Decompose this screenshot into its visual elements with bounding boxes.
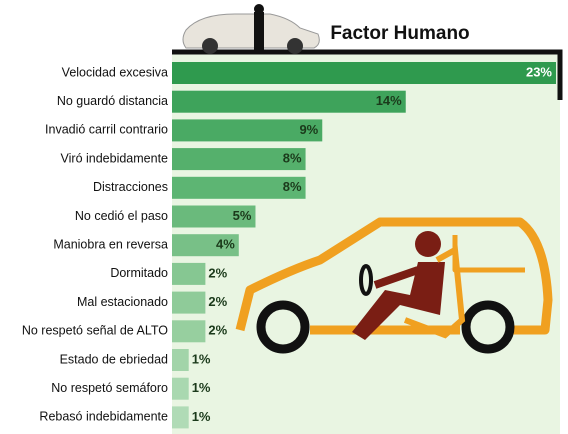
- bar: [172, 349, 189, 371]
- value-label: 1%: [192, 409, 211, 424]
- category-label: Distracciones: [93, 180, 168, 194]
- value-label: 2%: [208, 323, 227, 338]
- category-label: Dormitado: [110, 266, 168, 280]
- category-label: Mal estacionado: [77, 295, 168, 309]
- bar: [172, 62, 556, 84]
- category-label: Estado de ebriedad: [60, 352, 168, 366]
- value-label: 14%: [376, 93, 402, 108]
- value-label: 8%: [283, 151, 302, 166]
- value-label: 2%: [208, 294, 227, 309]
- category-label: No respetó semáforo: [51, 381, 168, 395]
- value-label: 5%: [233, 208, 252, 223]
- bar: [172, 91, 406, 113]
- car-illustration: [183, 4, 319, 54]
- bar: [172, 263, 205, 285]
- value-label: 9%: [299, 122, 318, 137]
- value-label: 4%: [216, 237, 235, 252]
- bar: [172, 320, 205, 342]
- value-label: 1%: [192, 380, 211, 395]
- category-label: Velocidad excesiva: [62, 65, 168, 79]
- value-label: 23%: [526, 64, 552, 79]
- category-label: Invadió carril contrario: [45, 123, 168, 137]
- chart-title: Factor Humano: [330, 23, 469, 44]
- category-label: Rebasó indebidamente: [39, 410, 168, 424]
- category-label: No cedió el paso: [75, 209, 168, 223]
- category-label: Viró indebidamente: [61, 151, 169, 165]
- category-label: No guardó distancia: [57, 94, 168, 108]
- value-label: 1%: [192, 351, 211, 366]
- bar: [172, 406, 189, 428]
- bar: [172, 292, 205, 314]
- chart: Factor Humano Velocidad excesiva 23% No gu…: [0, 0, 568, 434]
- value-label: 8%: [283, 179, 302, 194]
- value-label: 2%: [208, 265, 227, 280]
- bar: [172, 378, 189, 400]
- category-label: No respetó señal de ALTO: [22, 324, 168, 338]
- category-label: Maniobra en reversa: [53, 237, 168, 251]
